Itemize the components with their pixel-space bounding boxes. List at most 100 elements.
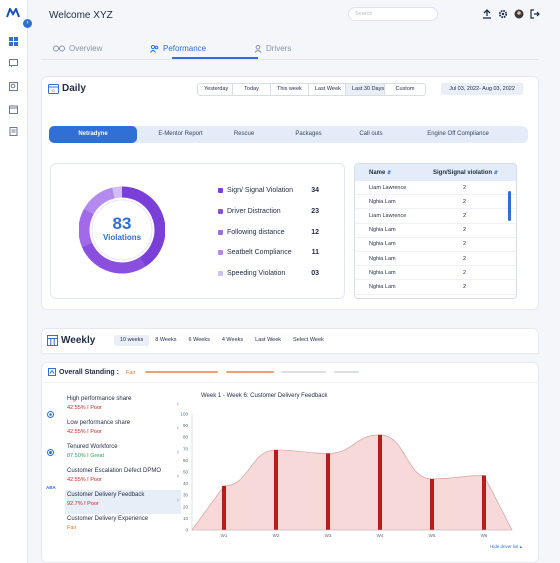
x-tick-label: W5 — [429, 533, 436, 538]
metric-name: Tenured Workforce — [67, 444, 118, 450]
grid-calendar-icon — [47, 335, 58, 346]
svg-text:D: D — [52, 88, 55, 93]
x-tick-label: W3 — [325, 533, 332, 538]
search-input[interactable]: Search — [348, 7, 438, 21]
range-8-weeks[interactable]: 8 Weeks — [155, 337, 177, 343]
donut-segment — [84, 187, 115, 215]
bar[interactable] — [378, 434, 382, 530]
chevron-right-icon: › — [176, 401, 179, 408]
sort-icon[interactable]: ⇵ — [387, 169, 392, 176]
subtab-netradyne[interactable]: Netradyne — [49, 126, 137, 143]
table-row[interactable]: Liam Lawrence 2 — [355, 181, 516, 196]
search-list-icon[interactable] — [9, 82, 18, 91]
metric-name: Low performance share — [67, 420, 131, 426]
range-last-week[interactable]: Last Week — [255, 337, 282, 343]
range-this-week[interactable]: This week — [271, 84, 309, 95]
logout-icon[interactable] — [530, 9, 540, 19]
tab-drivers[interactable]: Drivers — [254, 44, 291, 53]
legend-item: Driver Distraction 23 — [218, 205, 319, 217]
metric-score: 42.55% I Poor — [67, 405, 102, 411]
range-today[interactable]: Today — [233, 84, 271, 95]
metric-item[interactable]: High performance share 42.55% I Poor › — [65, 394, 181, 418]
y-tick-label: 40 — [183, 481, 189, 486]
date-range-picker[interactable]: Jul 03, 2022- Aug 03, 2022 — [441, 83, 523, 95]
range-last-30-days[interactable]: Last 30 Days — [346, 84, 385, 95]
metric-item[interactable]: Customer Delivery Feedback 92.7% I Poor › — [65, 490, 181, 514]
donut-segment — [79, 208, 94, 247]
y-tick-label: 60 — [183, 458, 189, 463]
table-row[interactable]: Nghia Lam 2 — [355, 224, 516, 238]
range-last-week[interactable]: Last Week — [309, 84, 346, 95]
subtab-e-mentor-report[interactable]: E-Mentor Report — [158, 131, 203, 137]
table-row[interactable]: Nghia Lam 2 — [355, 252, 516, 267]
hide-driver-list-link[interactable]: Hide driver list ▴ — [490, 544, 523, 549]
standing-bar-segment — [334, 371, 359, 373]
area-series — [191, 434, 513, 531]
collapse-sidebar-icon[interactable]: › — [23, 19, 32, 28]
metric-item[interactable]: Customer Escalation Defect DPMO 42.55% I … — [65, 466, 181, 490]
subtab-call-outs[interactable]: Call outs — [359, 131, 383, 137]
app-logo-icon[interactable] — [6, 8, 20, 18]
bar[interactable] — [222, 485, 226, 530]
x-tick-label: W2 — [273, 533, 280, 538]
bar[interactable] — [274, 449, 278, 530]
column-header-violation[interactable]: Sign/Signal violation ⇵ — [433, 170, 498, 176]
ranking-icon — [48, 368, 56, 376]
range-custom[interactable]: Custom — [395, 86, 415, 92]
bar[interactable] — [482, 475, 486, 530]
table-scrollbar[interactable] — [508, 191, 511, 221]
tab-performance[interactable]: Peformance — [150, 44, 206, 53]
cell-violation: 2 — [463, 269, 467, 276]
metric-name: Customer Escalation Defect DPMO — [67, 468, 162, 474]
legend-label: Seatbelt Compliance — [227, 248, 292, 256]
metric-item[interactable]: Low performance share 42.55% I Poor › — [65, 418, 181, 442]
cell-name: Nghia Lam — [369, 198, 396, 205]
upload-icon[interactable] — [482, 9, 492, 19]
divider — [41, 382, 539, 383]
feedback-chart: 0 10 20 30 40 50 60 70 80 90 100 W1 W2 W3 W4 W5 W6 — [180, 412, 513, 538]
legend-swatch — [218, 270, 223, 276]
range-6-weeks[interactable]: 6 Weeks — [188, 337, 210, 343]
tab-overview[interactable]: Overview — [53, 44, 102, 53]
subtab-rescue[interactable]: Rescue — [233, 131, 255, 137]
legend-value: 11 — [311, 248, 319, 256]
column-header-label: Sign/Signal violation — [433, 169, 493, 176]
table-row[interactable]: Nghia Lam 2 — [355, 280, 516, 295]
subtab-engine-off-compliance[interactable]: Engine Off Compliance — [427, 131, 489, 137]
chat-icon[interactable] — [9, 59, 18, 68]
tab-label: Drivers — [266, 44, 292, 53]
donut-center — [91, 199, 153, 261]
y-tick-label: 90 — [183, 423, 189, 428]
range-select-week[interactable]: Select Week — [293, 337, 324, 343]
avatar[interactable] — [514, 9, 524, 19]
range-10-weeks[interactable]: 10 weeks — [114, 335, 150, 346]
legend-label: Sign/ Signal Violation — [227, 186, 294, 194]
cell-violation: 2 — [463, 255, 467, 262]
violations-count: 83 — [112, 214, 132, 233]
subtab-packages[interactable]: Packages — [295, 131, 322, 137]
dashboard-icon[interactable] — [9, 37, 18, 46]
x-tick-label: W4 — [377, 533, 384, 538]
calendar-icon[interactable] — [9, 105, 18, 114]
customer-icon: ABA — [46, 485, 56, 490]
metric-item[interactable]: Tenured Workforce 87.50% I Great › — [65, 442, 181, 466]
bar[interactable] — [326, 453, 330, 530]
legend-label: Speeding Violation — [227, 269, 286, 277]
gear-icon[interactable] — [498, 9, 508, 19]
chevron-right-icon: › — [176, 497, 179, 504]
bar[interactable] — [430, 478, 434, 530]
column-header-name[interactable]: Name ⇵ — [369, 170, 391, 176]
range-yesterday[interactable]: Yesterday — [198, 84, 233, 95]
document-icon[interactable] — [9, 127, 18, 136]
chevron-right-icon: › — [176, 425, 179, 432]
shield-icon — [47, 411, 54, 418]
range-4-weeks[interactable]: 4 Weeks — [221, 337, 244, 343]
table-row[interactable]: Nghia Lam 2 — [355, 238, 516, 252]
table-row[interactable]: Liam Lawrence 2 — [355, 209, 516, 224]
table-row[interactable]: Nghia Lam 2 — [355, 195, 516, 210]
table-row[interactable]: Nghia Lam 2 — [355, 266, 516, 281]
sort-icon[interactable]: ⇵ — [493, 169, 498, 176]
table-header: Name ⇵ Sign/Signal violation ⇵ — [355, 164, 516, 181]
metric-item[interactable]: Customer Delivery Experience Fair — [65, 514, 181, 538]
daily-subtabs: Netradyne E-Mentor Report Rescue Package… — [49, 126, 528, 143]
